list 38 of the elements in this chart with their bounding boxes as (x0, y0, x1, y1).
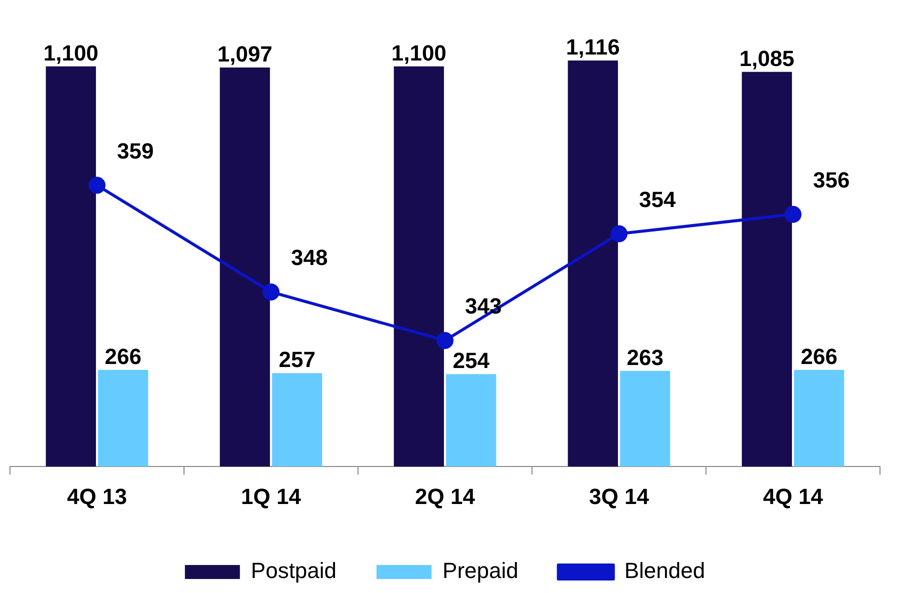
bar (620, 370, 670, 467)
bar (272, 373, 322, 467)
point (610, 225, 628, 242)
point (262, 283, 280, 300)
bar (220, 67, 270, 467)
data-label: 343 (465, 294, 502, 319)
bar (394, 66, 444, 467)
data-label: 359 (117, 138, 154, 164)
bar (794, 370, 844, 467)
legend-label: Postpaid (250, 558, 337, 584)
x-tick-label: 3Q 14 (589, 484, 650, 509)
x-tick-label: 2Q 14 (415, 484, 476, 509)
data-label: 1,097 (217, 42, 272, 67)
x-tick-label: 4Q 14 (763, 484, 824, 509)
x-tick-label: 4Q 13 (67, 484, 127, 509)
data-label: 266 (104, 344, 142, 369)
point (88, 176, 106, 194)
bar (46, 66, 96, 467)
data-label: 354 (639, 186, 676, 212)
data-label: 348 (291, 245, 328, 270)
data-label: 263 (626, 344, 664, 370)
data-label: 257 (278, 347, 316, 372)
x-tick-label: 1Q 14 (241, 484, 302, 509)
point (784, 206, 802, 223)
bar (446, 374, 496, 467)
data-label: 1,116 (566, 34, 620, 60)
data-label: 356 (813, 167, 850, 192)
data-label: 254 (452, 348, 490, 374)
data-label: 1,100 (43, 40, 98, 66)
data-label: 266 (800, 344, 838, 369)
bar (742, 72, 792, 467)
bar (98, 370, 148, 467)
bar (568, 60, 618, 467)
legend-label: Blended (624, 558, 706, 584)
data-label: 1,100 (391, 40, 446, 66)
point (436, 332, 454, 349)
legend-label: Prepaid (442, 558, 518, 584)
data-label: 1,085 (739, 46, 794, 71)
